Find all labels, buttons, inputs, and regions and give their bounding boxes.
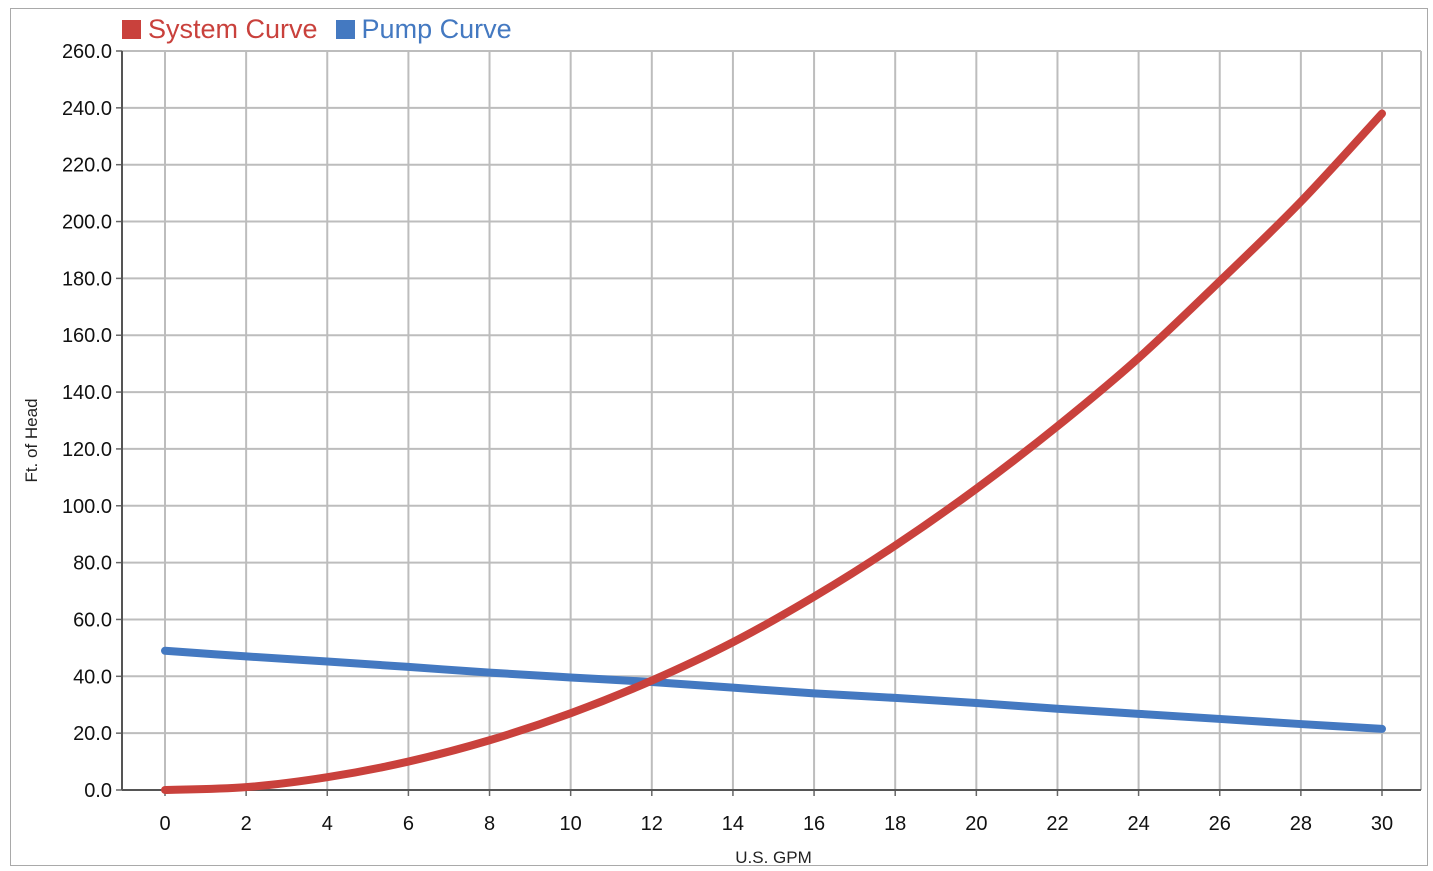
y-axis-title: Ft. of Head [22, 398, 41, 482]
y-tick-label: 180.0 [62, 268, 112, 290]
x-tick-label: 10 [560, 813, 582, 835]
y-tick-label: 80.0 [73, 553, 112, 575]
x-tick-label: 6 [403, 813, 414, 835]
x-tick-label: 28 [1290, 813, 1312, 835]
axes: 0.0 20.0 40.0 60.0 80.0 100.0 120.0 140.0 160.0 1… [62, 41, 1421, 835]
y-tick-label: 0.0 [84, 780, 112, 802]
x-tick-label: 4 [322, 813, 333, 835]
legend-swatch-system-curve [122, 20, 141, 39]
x-tick-label: 16 [803, 813, 825, 835]
y-tick-label: 220.0 [62, 155, 112, 177]
x-axis-title: U.S. GPM [735, 848, 812, 867]
y-tick-label: 140.0 [62, 382, 112, 404]
legend-label-pump-curve: Pump Curve [361, 14, 512, 44]
grid [122, 50, 1422, 791]
x-tick-label: 18 [884, 813, 906, 835]
series-line-pump-curve [161, 646, 1386, 733]
y-tick-label: 200.0 [62, 212, 112, 234]
legend-swatch-pump-curve [335, 20, 355, 39]
legend-label-system-curve: System Curve [148, 14, 318, 44]
x-tick-label: 30 [1371, 813, 1393, 835]
y-tick-label: 120.0 [62, 439, 112, 461]
legend: System Curve Pump Curve [122, 14, 512, 45]
y-tick-label: 240.0 [62, 98, 112, 120]
x-tick-label: 26 [1209, 813, 1231, 835]
x-tick-label: 22 [1046, 813, 1068, 835]
y-tick-label: 100.0 [62, 496, 112, 518]
series-layer [161, 109, 1386, 794]
x-tick-label: 8 [484, 813, 495, 835]
x-tick-label: 24 [1127, 813, 1149, 835]
y-tick-label: 40.0 [73, 666, 112, 688]
x-tick-label: 12 [641, 813, 663, 835]
y-tick-label: 60.0 [73, 609, 112, 631]
series-line-system-curve [161, 109, 1386, 794]
legend-item-pump-curve[interactable]: Pump Curve [335, 14, 512, 45]
x-tick-label: 0 [159, 813, 170, 835]
x-tick-label: 14 [722, 813, 744, 835]
x-tick-label: 20 [965, 813, 987, 835]
x-tick-label: 2 [241, 813, 252, 835]
y-tick-label: 20.0 [73, 723, 112, 745]
legend-item-system-curve[interactable]: System Curve [122, 14, 318, 45]
y-tick-label: 260.0 [62, 41, 112, 63]
y-tick-label: 160.0 [62, 325, 112, 347]
